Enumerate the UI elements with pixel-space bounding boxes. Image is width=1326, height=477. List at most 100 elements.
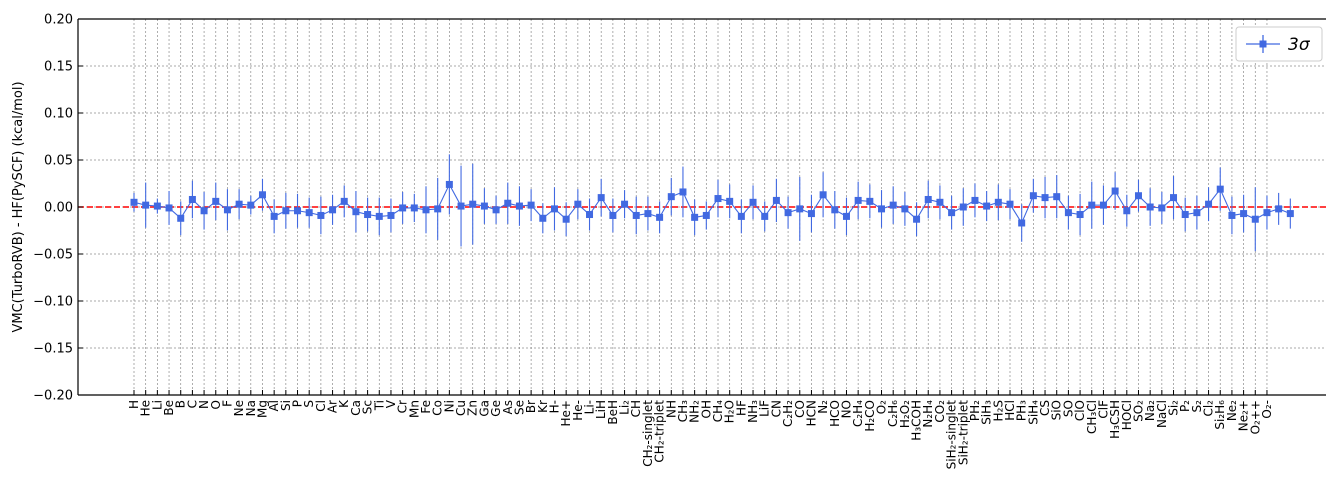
data-point <box>959 203 967 211</box>
data-point <box>177 214 185 222</box>
x-tick-label: ClO <box>1073 400 1087 421</box>
x-tick-label: CN <box>769 400 783 417</box>
x-tick-label: HCl <box>1003 400 1017 421</box>
x-tick-label: H- <box>547 400 561 413</box>
data-point <box>679 188 687 196</box>
data-point <box>1158 204 1166 212</box>
data-point <box>1181 211 1189 219</box>
data-point <box>247 201 255 209</box>
x-tick-label: NH₂ <box>688 400 702 423</box>
data-point <box>667 193 675 201</box>
data-point <box>562 215 570 223</box>
data-point <box>854 196 862 204</box>
data-point <box>819 191 827 199</box>
data-point <box>527 201 535 209</box>
x-tick-label: Li₂ <box>618 400 632 415</box>
data-point <box>1134 192 1142 200</box>
data-point <box>749 198 757 206</box>
x-tick-label: SO <box>1061 400 1075 417</box>
x-tick-label: As <box>501 400 515 414</box>
x-tick-label: C₂H₆ <box>886 400 900 427</box>
data-point <box>936 198 944 206</box>
x-tick-label: Na <box>244 400 258 416</box>
data-point <box>258 191 266 199</box>
x-tick-label: C₂H₄ <box>851 400 865 427</box>
x-tick-label: O₂- <box>1260 400 1274 419</box>
data-point <box>1053 193 1061 201</box>
x-tick-label: HOCl <box>1120 400 1134 430</box>
data-point <box>761 212 769 220</box>
data-point <box>597 194 605 202</box>
data-point <box>399 204 407 212</box>
x-tick-label: H₂O₂ <box>898 400 912 428</box>
x-tick-label: Cu <box>454 400 468 416</box>
data-point <box>434 205 442 213</box>
data-point <box>375 212 383 220</box>
data-point <box>1275 205 1283 213</box>
data-point <box>644 210 652 218</box>
x-tick-label: NO <box>839 400 853 418</box>
x-tick-label: Si₂H₆ <box>1213 400 1227 430</box>
x-tick-label: H₃CSH <box>1108 400 1122 439</box>
data-point <box>305 209 313 217</box>
data-point <box>1041 194 1049 202</box>
data-point <box>1006 200 1014 208</box>
x-tick-label: CH₃ <box>676 400 690 422</box>
x-tick-label: B <box>174 400 188 408</box>
data-point <box>807 210 815 218</box>
data-point <box>294 207 302 215</box>
x-tick-label: Mn <box>407 400 421 418</box>
data-point <box>1111 187 1119 195</box>
data-point <box>1099 201 1107 209</box>
legend: 3σ <box>1235 26 1323 62</box>
x-tick-label: SiH₂-triplet <box>956 400 970 465</box>
data-point <box>1205 200 1213 208</box>
series-3sigma <box>130 154 1294 252</box>
data-point <box>270 212 278 220</box>
data-point <box>1240 210 1248 218</box>
x-tick-label: LiF <box>758 400 772 417</box>
x-tick-label: Mg <box>255 400 269 418</box>
data-point <box>340 197 348 205</box>
x-tick-label: Li- <box>583 400 597 414</box>
data-point <box>480 202 488 210</box>
x-tick-label: NH₃ <box>746 400 760 423</box>
x-tick-label: Sc <box>361 400 375 414</box>
data-point <box>796 205 804 213</box>
data-point <box>130 198 138 206</box>
x-tick-label: Zn <box>466 400 480 416</box>
data-point <box>1251 215 1259 223</box>
data-point <box>983 202 991 210</box>
x-tick-label: Ne₂ <box>1225 400 1239 421</box>
y-tick-label: −0.05 <box>33 248 73 263</box>
x-tick-label: Ti <box>372 400 386 411</box>
data-point <box>1216 185 1224 193</box>
data-point <box>586 211 594 219</box>
x-tick-label: He <box>139 400 153 416</box>
data-point <box>457 202 465 210</box>
data-point <box>702 211 710 219</box>
data-point <box>632 211 640 219</box>
y-tick-label: 0.20 <box>44 13 73 28</box>
data-point <box>913 215 921 223</box>
data-point <box>948 209 956 217</box>
y-tick-labels: 0.20 0.15 0.10 0.05 0.00 −0.05 −0.10 −0.15 −0.20 <box>33 13 73 404</box>
data-point <box>1064 209 1072 217</box>
x-tick-label: Ar <box>326 400 340 413</box>
x-tick-label: OH <box>699 400 713 418</box>
x-tick-label: N <box>197 400 211 409</box>
x-tick-label: SiH₄ <box>1026 400 1040 425</box>
x-tick-label: Ge <box>489 400 503 417</box>
x-tick-label: Co <box>431 400 445 416</box>
data-point <box>445 180 453 188</box>
x-tick-label: CO₂ <box>933 400 947 423</box>
x-tick-label: BeH <box>606 400 620 425</box>
data-point <box>831 206 839 214</box>
data-point <box>200 207 208 215</box>
data-point <box>212 197 220 205</box>
data-point <box>352 208 360 216</box>
x-tick-label: H₂CO <box>863 400 877 432</box>
data-point <box>153 202 161 210</box>
data-point <box>1263 209 1271 217</box>
